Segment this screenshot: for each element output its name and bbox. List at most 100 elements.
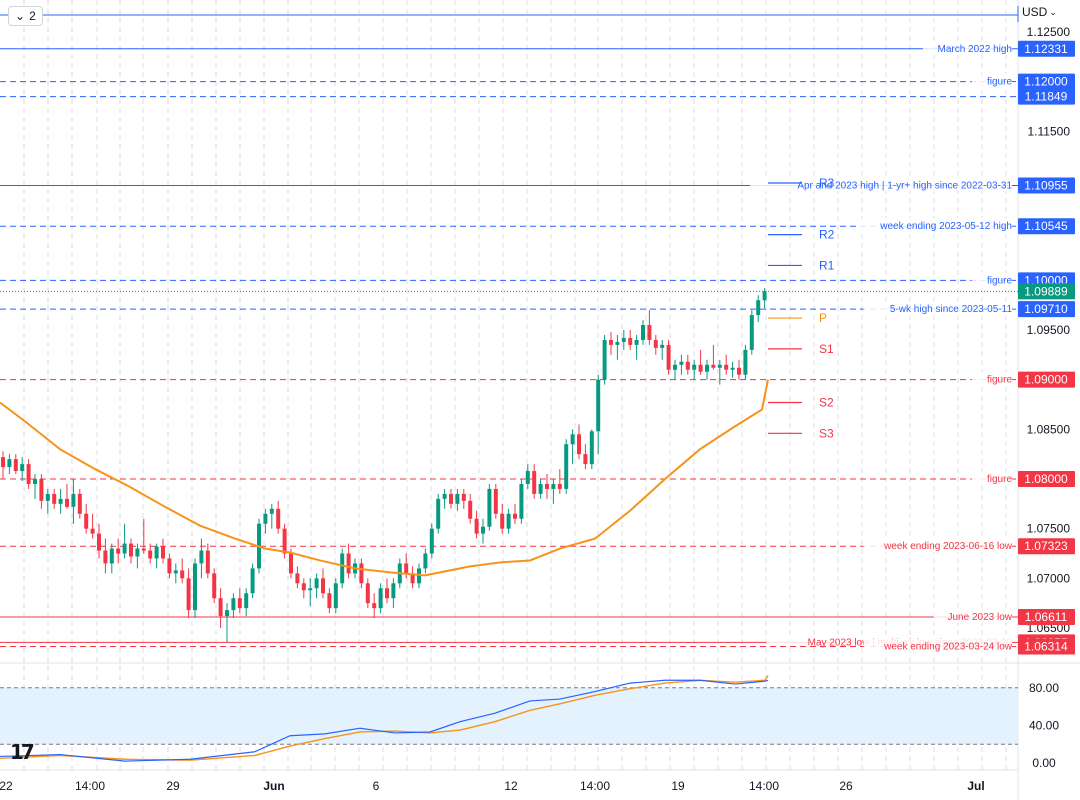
level-note-bg [971,73,1012,88]
candle-body [250,568,255,594]
price-tick-label: 1.07500 [1027,522,1071,536]
candle-body [487,488,492,527]
level-note: figure [987,474,1012,485]
level-price-label: 1.11849 [1025,90,1068,104]
level-price-label: 1.07323 [1024,539,1068,553]
level-price-tag [1018,88,1075,105]
level-price-tag [1018,471,1075,487]
currency-label: USD [1022,5,1048,19]
time-tick-label: Jul [967,779,984,793]
level-price-tag [1018,371,1075,388]
candle-body [186,578,191,611]
price-tick-label: 1.08500 [1027,422,1071,436]
level-note-bg [750,177,1012,192]
candle-body [711,364,716,368]
candle-body [493,488,498,514]
oscillator-tick-label: 80.00 [1029,681,1059,695]
candle-body [743,349,748,375]
time-tick-label: 6 [373,779,380,793]
candle-body [404,563,409,574]
level-price-label: 1.09000 [1024,373,1068,387]
level-price-tag [1018,73,1075,90]
time-tick-label: 29 [166,779,180,793]
price-tick-label: 1.12500 [1027,25,1071,39]
level-price-label: 1.08000 [1024,472,1068,486]
collapse-indicators-button[interactable]: ⌄ 2 [8,6,43,26]
level-note-bg [923,40,1012,55]
candle-body [173,570,178,574]
pivot-label: S2 [819,396,834,410]
level-note: week ending 2023-03-24 low [883,641,1013,652]
candle-body [724,364,729,370]
candle-body [20,464,25,472]
time-tick-label: 19 [671,779,685,793]
candle-body [545,483,549,489]
pivot-label: P [819,311,827,325]
candle-body [301,583,306,591]
currency-selector[interactable]: USD ⌄ [1022,5,1057,19]
level-note-bg [933,608,1012,623]
level-note-bg [858,218,1012,233]
candle-body [577,434,581,455]
candle-body [673,364,677,370]
price-tick-label: 1.11500 [1028,124,1071,138]
candle-body [634,339,639,345]
candle-body [244,593,249,609]
candle-body [461,493,466,501]
candle-body [199,550,204,564]
pivot-label: R2 [819,228,835,242]
candle-body [391,583,396,599]
level-price-label: 1.12000 [1024,75,1068,89]
candle-body [596,379,601,432]
level-price-label: 1.06611 [1025,610,1068,624]
candle-body [474,518,479,534]
candle-body [180,570,185,579]
candle-body [45,493,50,501]
candle-body [205,550,210,574]
candle-body [13,459,18,472]
level-price-tag [1018,301,1075,318]
level-note: June 2023 low [948,612,1013,623]
collapse-count: 2 [29,9,36,23]
level-note: week ending 2023-05-12 high [879,221,1012,232]
candle-body [417,568,421,584]
candle-body [749,315,754,350]
candle-body [282,528,287,554]
last-price-label: 1.09889 [1024,284,1068,298]
level-price-label: 1.10955 [1024,178,1068,192]
level-note: March 2022 high [938,44,1013,55]
candle-body [647,325,652,340]
candle-body [717,364,722,368]
candle-body [77,493,82,514]
candle-body [538,483,543,494]
level-note-bg [863,638,1012,653]
candle-body [570,434,575,445]
candle-body [314,578,319,589]
candle-body [730,367,735,370]
candle-body [321,578,325,594]
time-tick-label: 22 [0,779,13,793]
oscillator-tick-label: 0.00 [1032,756,1056,770]
level-note: figure [987,375,1012,386]
candle-body [269,508,274,514]
level-note: figure [987,275,1012,286]
pivot-label: R3 [819,176,835,190]
candle-body [525,471,530,484]
tradingview-logo-icon[interactable]: 17 [10,740,35,764]
candle-body [564,444,569,489]
candle-body [442,493,447,499]
candle-body [628,337,633,345]
candle-body [583,454,588,465]
candle-body [653,339,658,348]
level-note-bg [971,272,1012,287]
candle-body [295,573,300,584]
candle-body [372,603,377,609]
candle-body [154,546,159,559]
level-note-bg [971,471,1012,485]
oscillator-main-line [0,679,769,762]
level-note-bg [863,538,1012,553]
candle-body [109,548,114,564]
time-tick-label: 26 [839,779,853,793]
candle-body [756,300,761,316]
